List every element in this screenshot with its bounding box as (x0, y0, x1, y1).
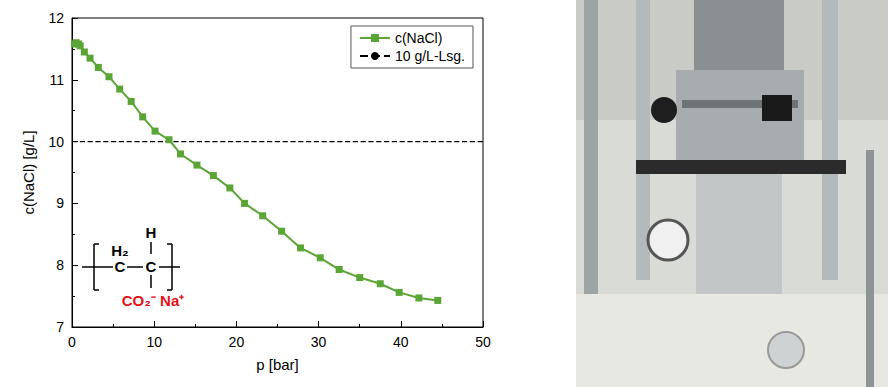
svg-text:50: 50 (475, 334, 491, 350)
svg-text:7: 7 (56, 319, 64, 335)
svg-text:11: 11 (49, 72, 64, 88)
svg-text:30: 30 (311, 334, 327, 350)
svg-text:0: 0 (68, 334, 76, 350)
svg-text:C: C (146, 258, 157, 275)
svg-text:10: 10 (48, 134, 64, 150)
svg-text:20: 20 (229, 334, 245, 350)
svg-text:c(NaCl) [g/L]: c(NaCl) [g/L] (20, 130, 37, 214)
svg-text:p [bar]: p [bar] (256, 356, 299, 373)
svg-text:10 g/L-Lsg.: 10 g/L-Lsg. (395, 48, 465, 64)
svg-text:9: 9 (56, 195, 64, 211)
svg-text:12: 12 (48, 10, 64, 26)
svg-text:10: 10 (146, 334, 162, 350)
svg-text:c(NaCl): c(NaCl) (395, 30, 442, 46)
svg-text:40: 40 (393, 334, 409, 350)
svg-text:H₂: H₂ (111, 242, 129, 259)
svg-text:C: C (115, 258, 126, 275)
svg-text:H: H (146, 224, 157, 241)
svg-text:CO₂⁻ Na⁺: CO₂⁻ Na⁺ (122, 292, 185, 309)
svg-text:8: 8 (56, 257, 64, 273)
